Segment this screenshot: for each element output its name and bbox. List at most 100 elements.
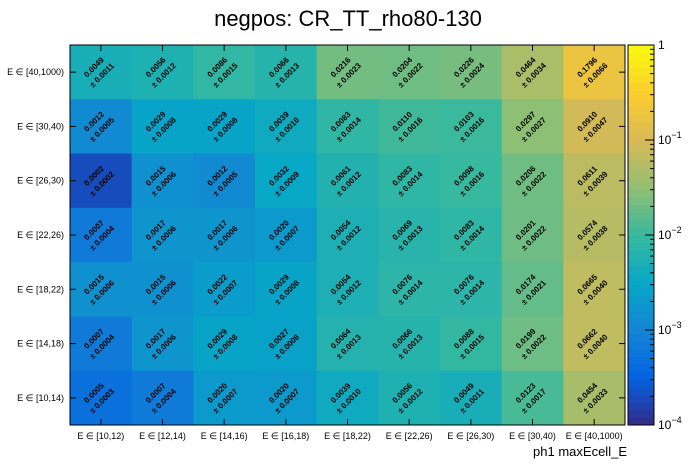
colorbar-segment xyxy=(628,250,654,259)
colorbar-segment xyxy=(628,219,654,228)
heatmap-cell xyxy=(563,207,626,263)
heatmap-cell xyxy=(501,153,564,209)
colorbar-segment xyxy=(628,45,654,54)
heatmap-cell xyxy=(316,153,379,209)
colorbar-segment xyxy=(628,288,654,297)
heatmap-cell xyxy=(563,45,626,100)
heatmap-cell xyxy=(378,316,441,372)
colorbar-segment xyxy=(628,128,654,137)
heatmap-cell xyxy=(193,262,256,317)
heatmap-cell xyxy=(193,316,256,372)
colorbar-segment xyxy=(628,166,654,175)
x-tick-label: E ∈ [14,16) xyxy=(201,431,248,441)
colorbar-segment xyxy=(628,303,654,312)
colorbar-segment xyxy=(628,318,654,327)
heatmap-cell xyxy=(255,153,318,209)
colorbar-segment xyxy=(628,379,654,388)
heatmap-cell xyxy=(378,153,441,209)
heatmap-cell xyxy=(131,207,194,263)
heatmap-cell xyxy=(193,207,256,263)
y-tick-label: E ∈ [26,30) xyxy=(17,176,64,186)
y-tick-label: E ∈ [40,1000) xyxy=(7,67,64,77)
heatmap-cell xyxy=(316,370,379,426)
colorbar-segment xyxy=(628,349,654,358)
heatmap-cell xyxy=(193,370,256,426)
colorbar-segment xyxy=(628,60,654,69)
heatmap-cell xyxy=(501,262,564,317)
heatmap-cell xyxy=(70,262,133,317)
heatmap-cell xyxy=(440,45,503,100)
colorbar-segment xyxy=(628,83,654,92)
colorbar-segment xyxy=(628,394,654,403)
heatmap-cell xyxy=(70,153,133,209)
colorbar-segment xyxy=(628,143,654,152)
colorbar-segment xyxy=(628,181,654,190)
heatmap-cell xyxy=(131,316,194,372)
heatmap-cell xyxy=(131,153,194,209)
heatmap-cell xyxy=(193,45,256,100)
heatmap-cell xyxy=(378,207,441,263)
heatmap-cell xyxy=(255,370,318,426)
y-axis-ticks: E ∈ [40,1000) E ∈ [30,40) E ∈ [26,30) E ∈ [… xyxy=(7,67,625,403)
chart-title: negpos: CR_TT_rho80-130 xyxy=(214,6,482,31)
colorbar-segment xyxy=(628,75,654,84)
x-tick-label: E ∈ [26,30) xyxy=(447,431,494,441)
heatmap-cell xyxy=(193,153,256,209)
colorbar-tick-label: 1 xyxy=(658,38,665,52)
heatmap-cell xyxy=(255,99,318,155)
x-axis-ticks: E ∈ [10,12) E ∈ [12,14) E ∈ [14,16) E ∈ [16… xyxy=(77,45,623,441)
colorbar-segment xyxy=(628,159,654,168)
y-tick-label: E ∈ [14,18) xyxy=(17,339,64,349)
heatmap-cell xyxy=(131,370,194,426)
heatmap-cell xyxy=(255,262,318,317)
x-tick-label: E ∈ [12,14) xyxy=(139,431,186,441)
heatmap-cell xyxy=(501,45,564,100)
colorbar-segment xyxy=(628,265,654,274)
heatmap-cell xyxy=(316,316,379,372)
x-tick-label: E ∈ [40,1000) xyxy=(566,431,623,441)
colorbar-segment xyxy=(628,273,654,282)
y-tick-label: E ∈ [30,40) xyxy=(17,121,64,131)
y-tick-label: E ∈ [22,26) xyxy=(17,230,64,240)
colorbar-segment xyxy=(628,295,654,304)
heatmap-cell xyxy=(440,207,503,263)
colorbar-tick-exponent: −2 xyxy=(671,225,681,235)
colorbar-tick-exponent: −4 xyxy=(671,415,681,425)
colorbar-segment xyxy=(628,257,654,266)
heatmap-cell xyxy=(378,45,441,100)
colorbar-segment xyxy=(628,121,654,130)
colorbar-segment xyxy=(628,235,654,244)
heatmap-cell xyxy=(70,370,133,426)
colorbar-segment xyxy=(628,212,654,221)
heatmap-cell xyxy=(440,370,503,426)
colorbar-segment xyxy=(628,311,654,320)
heatmap-cell xyxy=(70,207,133,263)
heatmap-cell xyxy=(440,316,503,372)
heatmap-cell xyxy=(563,316,626,372)
heatmap-cell xyxy=(440,153,503,209)
colorbar-segment xyxy=(628,105,654,114)
colorbar-segment xyxy=(628,52,654,61)
heatmap-cell xyxy=(316,207,379,263)
colorbar-segment xyxy=(628,341,654,350)
colorbar-tick-exponent: −3 xyxy=(671,320,681,330)
colorbar-segment xyxy=(628,371,654,380)
x-tick-label: E ∈ [10,12) xyxy=(77,431,124,441)
heatmap-cell xyxy=(563,153,626,209)
colorbar-segment xyxy=(628,242,654,251)
heatmap-cell xyxy=(70,316,133,372)
heatmap-cell xyxy=(316,262,379,317)
heatmap-cell xyxy=(378,370,441,426)
heatmap-cell xyxy=(440,262,503,317)
heatmap-cell xyxy=(378,99,441,155)
colorbar-segment xyxy=(628,189,654,198)
heatmap-cell xyxy=(255,316,318,372)
y-tick-label: E ∈ [18,22) xyxy=(17,284,64,294)
x-tick-label: E ∈ [30,40) xyxy=(509,431,556,441)
heatmap-cell xyxy=(501,370,564,426)
colorbar-segment xyxy=(628,98,654,107)
colorbar-segment xyxy=(628,417,654,426)
heatmap-cell xyxy=(440,99,503,155)
colorbar-segment xyxy=(628,67,654,76)
